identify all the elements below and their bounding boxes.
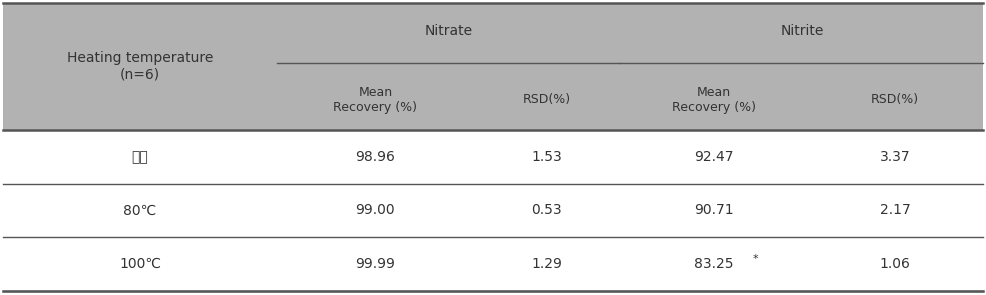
- Text: 1.53: 1.53: [531, 150, 562, 164]
- Text: Mean
Recovery (%): Mean Recovery (%): [333, 86, 417, 114]
- Bar: [3, 3, 983, 130]
- Text: 1.29: 1.29: [531, 257, 562, 271]
- Text: *: *: [753, 254, 758, 264]
- Text: 3.37: 3.37: [880, 150, 910, 164]
- Text: Mean
Recovery (%): Mean Recovery (%): [671, 86, 755, 114]
- Text: Heating temperature
(n=6): Heating temperature (n=6): [67, 51, 213, 81]
- Text: Nitrate: Nitrate: [425, 24, 473, 38]
- Text: 99.00: 99.00: [356, 204, 395, 217]
- Text: 상온: 상온: [132, 150, 149, 164]
- Text: 1.06: 1.06: [880, 257, 910, 271]
- Text: 100℃: 100℃: [119, 257, 161, 271]
- Text: 98.96: 98.96: [355, 150, 395, 164]
- Text: 92.47: 92.47: [694, 150, 734, 164]
- Text: 99.99: 99.99: [355, 257, 395, 271]
- Text: 2.17: 2.17: [880, 204, 910, 217]
- Text: Nitrite: Nitrite: [780, 24, 823, 38]
- Text: 80℃: 80℃: [123, 204, 157, 217]
- Text: 83.25: 83.25: [694, 257, 734, 271]
- Text: RSD(%): RSD(%): [523, 93, 571, 106]
- Text: RSD(%): RSD(%): [871, 93, 919, 106]
- Text: 90.71: 90.71: [694, 204, 734, 217]
- Text: 0.53: 0.53: [531, 204, 562, 217]
